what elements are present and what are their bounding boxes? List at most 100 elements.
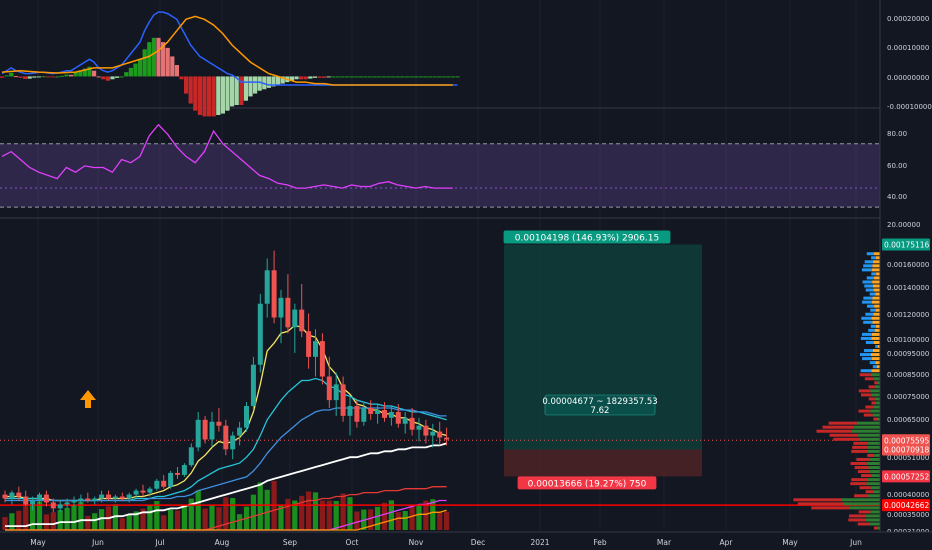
candle	[9, 490, 15, 505]
price-marker[interactable]: 0.00070918	[882, 443, 930, 456]
macd-histogram-bar	[225, 76, 230, 111]
volume-bar	[202, 508, 208, 530]
candle	[188, 443, 194, 468]
candle	[368, 400, 374, 420]
profile-bar	[873, 288, 880, 292]
profile-bar	[853, 441, 869, 445]
candle	[285, 274, 291, 334]
profile-bar	[867, 453, 875, 457]
macd-histogram-bar	[27, 76, 32, 79]
grid-lines	[0, 0, 932, 530]
macd-histogram-bar	[138, 59, 143, 77]
macd-histogram-bar	[239, 76, 244, 105]
profile-bar	[858, 389, 871, 393]
time-tick-label: Mar	[657, 538, 672, 547]
rsi-tick-label: 60.00	[887, 162, 907, 170]
entry-label-line2: 7.62	[591, 406, 610, 416]
candle-body	[30, 500, 36, 505]
candle	[168, 470, 174, 489]
macd-histogram-bar	[381, 76, 386, 78]
macd-histogram-bar	[280, 76, 285, 84]
profile-bar	[869, 361, 876, 365]
price-marker-bg	[882, 238, 930, 251]
candle	[395, 404, 401, 428]
price-marker[interactable]: 0.00175116	[882, 238, 930, 251]
candle-body	[333, 384, 339, 401]
macd-histogram-bar	[161, 42, 166, 77]
candle	[264, 258, 270, 318]
candle-body	[257, 303, 263, 365]
macd-histogram-bar	[427, 76, 432, 78]
profile-bar	[876, 365, 880, 369]
profile-bar	[866, 252, 875, 256]
candle-body	[9, 492, 15, 499]
candle-body	[43, 494, 49, 503]
macd-histogram-bar	[78, 70, 83, 77]
price-marker[interactable]: 0.00042662	[882, 499, 930, 512]
volume-bar	[416, 505, 422, 530]
price-marker-text: 0.00070918	[884, 445, 930, 454]
macd-histogram-bar	[441, 76, 446, 78]
stop-label[interactable]: 0.00013666 (19.27%) 750	[517, 476, 657, 490]
candle	[223, 419, 229, 456]
profit-zone[interactable]	[504, 244, 702, 450]
candle	[299, 284, 305, 338]
candle-body	[409, 417, 415, 430]
macd-histogram-bar	[105, 76, 110, 81]
macd-histogram-bar	[64, 74, 69, 77]
price-tick-label: 0.00075000	[887, 393, 929, 401]
price-tick-label: 0.00100000	[887, 336, 929, 344]
macd-histogram-bar	[432, 76, 437, 78]
macd-histogram-bar	[13, 76, 18, 78]
profile-bar	[875, 345, 878, 349]
time-axis[interactable]: May Jun Jul Aug Sep Oct Nov Dec 2021 Feb Mar Apr May…	[0, 531, 932, 550]
macd-histogram-bar	[170, 56, 175, 77]
profile-bar	[864, 377, 874, 381]
profile-bar	[871, 268, 880, 272]
profile-bar	[871, 369, 880, 373]
profile-bar	[871, 353, 880, 357]
macd-histogram-bar	[124, 72, 129, 77]
volume-bar	[381, 502, 388, 530]
macd-histogram-bar	[372, 76, 377, 78]
macd-panel[interactable]	[0, 11, 460, 117]
rsi-panel[interactable]	[0, 123, 880, 208]
profile-bar	[871, 316, 880, 320]
candle	[106, 490, 111, 501]
price-tick-label: 0.00085000	[887, 371, 929, 379]
macd-histogram-bar	[377, 76, 382, 78]
profile-bar	[857, 433, 880, 437]
volume-bar	[188, 498, 194, 530]
profile-bar	[865, 405, 874, 409]
target-label[interactable]: 0.00104198 (146.93%) 2906.15	[503, 230, 671, 244]
price-axis[interactable]: 0.00020000 0.00010000 0.00000000 -0.0001000…	[879, 0, 932, 550]
candle	[423, 419, 429, 444]
price-marker[interactable]: 0.00057252	[882, 470, 930, 483]
price-marker[interactable]: 0.00075595	[882, 434, 930, 447]
volume-bar	[402, 511, 408, 530]
macd-histogram-bar	[202, 76, 207, 117]
profile-bar	[871, 336, 880, 340]
loss-zone[interactable]	[504, 449, 702, 477]
target-label-text: 0.00104198 (146.93%) 2906.15	[515, 233, 659, 243]
macd-histogram-bar	[133, 63, 138, 77]
price-panel[interactable]: 0.00104198 (146.93%) 2906.15 0.00004677 ~…	[0, 230, 880, 531]
profile-bar	[874, 453, 880, 457]
candle-body	[92, 498, 98, 501]
entry-label[interactable]: 0.00004677 ~ 1829357.537.62	[542, 394, 658, 416]
profile-bar	[865, 490, 874, 494]
profile-bar	[872, 296, 880, 300]
profile-bar	[851, 429, 880, 433]
candle-body	[444, 437, 450, 440]
candle	[292, 303, 298, 353]
macd-histogram-bar	[119, 76, 124, 78]
profile-bar	[875, 292, 880, 296]
time-tick-label: Dec	[471, 538, 486, 547]
profile-bar	[872, 264, 880, 268]
candle-body	[195, 419, 201, 448]
candle-body	[140, 490, 146, 493]
macd-histogram-bar	[423, 76, 428, 78]
candle	[319, 333, 325, 385]
profile-bar	[868, 397, 875, 401]
